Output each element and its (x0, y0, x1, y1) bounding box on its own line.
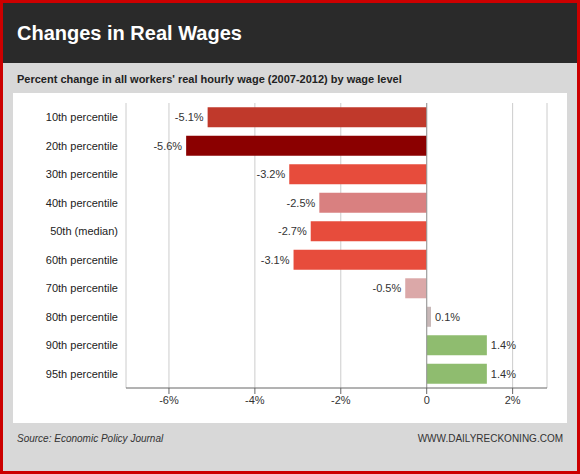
html-text:WWW.DAILYRECKONING.COM: WWW.DAILYRECKONING.COM (417, 433, 563, 444)
svg-text:30th percentile: 30th percentile (46, 168, 118, 180)
svg-text:0.1%: 0.1% (435, 311, 460, 323)
svg-text:-3.2%: -3.2% (256, 168, 285, 180)
svg-text:-2.7%: -2.7% (278, 225, 307, 237)
html-text:Percent change in all workers': Percent change in all workers' real hour… (17, 73, 402, 85)
svg-text:50th (median): 50th (median) (50, 225, 118, 237)
svg-text:1.4%: 1.4% (491, 339, 516, 351)
svg-text:0: 0 (424, 394, 430, 406)
svg-text:2%: 2% (505, 394, 521, 406)
svg-text:80th percentile: 80th percentile (46, 311, 118, 323)
svg-text:95th percentile: 95th percentile (46, 368, 118, 380)
svg-text:40th percentile: 40th percentile (46, 197, 118, 209)
svg-text:20th percentile: 20th percentile (46, 140, 118, 152)
html-text:Changes in Real Wages: Changes in Real Wages (17, 21, 242, 44)
svg-text:-6%: -6% (159, 394, 179, 406)
svg-text:1.4%: 1.4% (491, 368, 516, 380)
html-text:Source: Economic Policy Journa: Source: Economic Policy Journal (17, 433, 164, 444)
svg-text:-5.6%: -5.6% (153, 140, 182, 152)
svg-text:10th percentile: 10th percentile (46, 111, 118, 123)
svg-text:-3.1%: -3.1% (261, 254, 290, 266)
svg-text:-2%: -2% (331, 394, 351, 406)
svg-text:90th percentile: 90th percentile (46, 339, 118, 351)
svg-text:70th percentile: 70th percentile (46, 282, 118, 294)
svg-text:-0.5%: -0.5% (372, 282, 401, 294)
svg-text:60th percentile: 60th percentile (46, 254, 118, 266)
svg-text:-5.1%: -5.1% (175, 111, 204, 123)
svg-text:-2.5%: -2.5% (287, 197, 316, 209)
svg-text:-4%: -4% (245, 394, 265, 406)
